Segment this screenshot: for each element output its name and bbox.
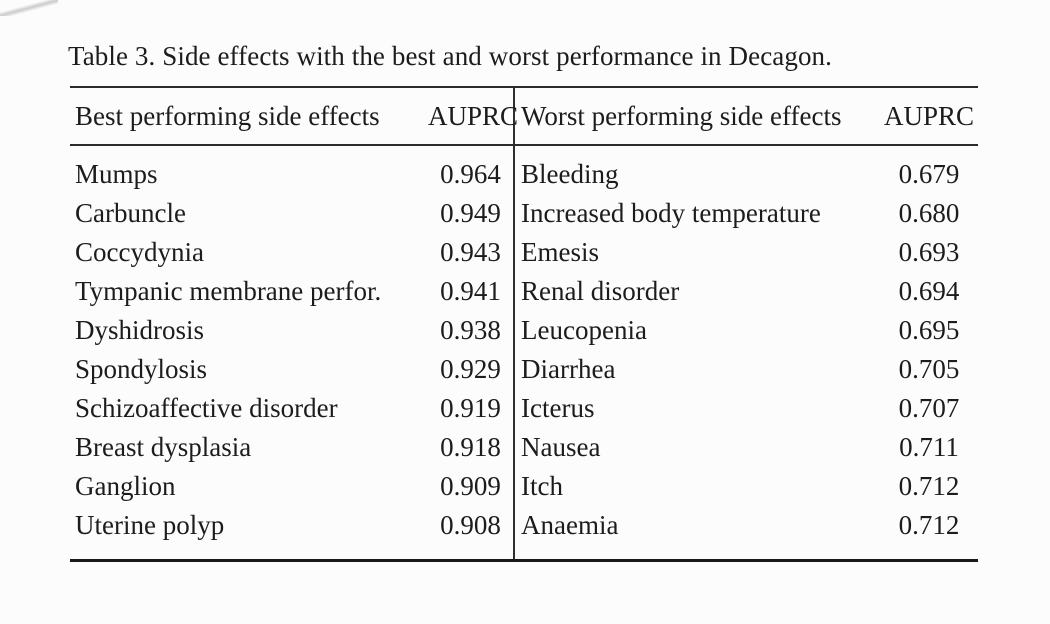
worst-side-effect: Leucopenia: [513, 311, 880, 350]
best-side-effect: Ganglion: [75, 471, 176, 501]
worst-side-effect: Emesis: [513, 233, 880, 272]
best-side-effect: Spondylosis: [75, 354, 208, 384]
best-auprc-value: 0.938: [440, 315, 501, 345]
best-auprc-value: 0.941: [440, 276, 501, 306]
best-side-effect: Schizoaffective disorder: [75, 393, 338, 423]
header-best-side-effects: Best performing side effects: [70, 86, 428, 146]
best-side-effect: Uterine polyp: [75, 510, 225, 540]
worst-auprc-value: 0.695: [898, 315, 960, 345]
best-auprc-value: 0.929: [440, 354, 501, 384]
worst-auprc-value: 0.711: [899, 432, 959, 462]
scan-artifact: [0, 0, 58, 16]
table-row: Spondylosis 0.929 Diarrhea 0.705: [70, 350, 978, 389]
best-auprc-value: 0.949: [440, 198, 501, 228]
worst-auprc-value: 0.712: [898, 471, 960, 501]
best-side-effect: Breast dysplasia: [75, 432, 252, 462]
worst-auprc-value: 0.712: [898, 510, 960, 540]
worst-auprc-value: 0.680: [898, 198, 960, 228]
table-row: Dyshidrosis 0.938 Leucopenia 0.695: [70, 311, 978, 350]
worst-side-effect: Itch: [513, 467, 880, 506]
best-side-effect: Coccydynia: [75, 237, 204, 267]
best-auprc-value: 0.909: [440, 471, 501, 501]
header-best-auprc: AUPRC: [428, 86, 518, 146]
best-auprc-value: 0.908: [440, 510, 501, 540]
worst-side-effect: Diarrhea: [513, 350, 880, 389]
header-worst-side-effects: Worst performing side effects: [513, 86, 880, 146]
worst-side-effect: Bleeding: [513, 145, 880, 194]
worst-auprc-value: 0.707: [898, 393, 960, 423]
table-row: Carbuncle 0.949 Increased body temperatu…: [70, 194, 978, 233]
table-row: Tympanic membrane perfor. 0.941 Renal di…: [70, 272, 978, 311]
worst-side-effect: Anaemia: [513, 506, 880, 561]
table-row: Breast dysplasia 0.918 Nausea 0.711: [70, 428, 978, 467]
worst-side-effect: Renal disorder: [513, 272, 880, 311]
table-caption: Table 3. Side effects with the best and …: [68, 41, 833, 71]
worst-side-effect: Increased body temperature: [513, 194, 880, 233]
table-row: Mumps 0.964 Bleeding 0.679: [70, 145, 978, 194]
table-row: Uterine polyp 0.908 Anaemia 0.712: [70, 506, 978, 561]
best-side-effect: Mumps: [75, 159, 158, 189]
best-side-effect: Tympanic membrane perfor.: [75, 276, 382, 306]
best-auprc-value: 0.919: [440, 393, 501, 423]
worst-auprc-value: 0.693: [898, 237, 960, 267]
worst-side-effect: Nausea: [513, 428, 880, 467]
worst-auprc-value: 0.705: [898, 354, 960, 384]
best-auprc-value: 0.943: [440, 237, 501, 267]
table-row: Coccydynia 0.943 Emesis 0.693: [70, 233, 978, 272]
table-row: Schizoaffective disorder 0.919 Icterus 0…: [70, 389, 978, 428]
best-auprc-value: 0.964: [440, 159, 501, 189]
best-auprc-value: 0.918: [440, 432, 501, 462]
best-side-effect: Dyshidrosis: [75, 315, 205, 345]
side-effects-table: Best performing side effects AUPRC Worst…: [70, 86, 978, 562]
worst-auprc-value: 0.679: [898, 159, 960, 189]
best-side-effect: Carbuncle: [75, 198, 186, 228]
table-row: Ganglion 0.909 Itch 0.712: [70, 467, 978, 506]
worst-auprc-value: 0.694: [898, 276, 960, 306]
worst-side-effect: Icterus: [513, 389, 880, 428]
header-worst-auprc: AUPRC: [880, 86, 978, 146]
header-row: Best performing side effects AUPRC Worst…: [70, 86, 978, 146]
